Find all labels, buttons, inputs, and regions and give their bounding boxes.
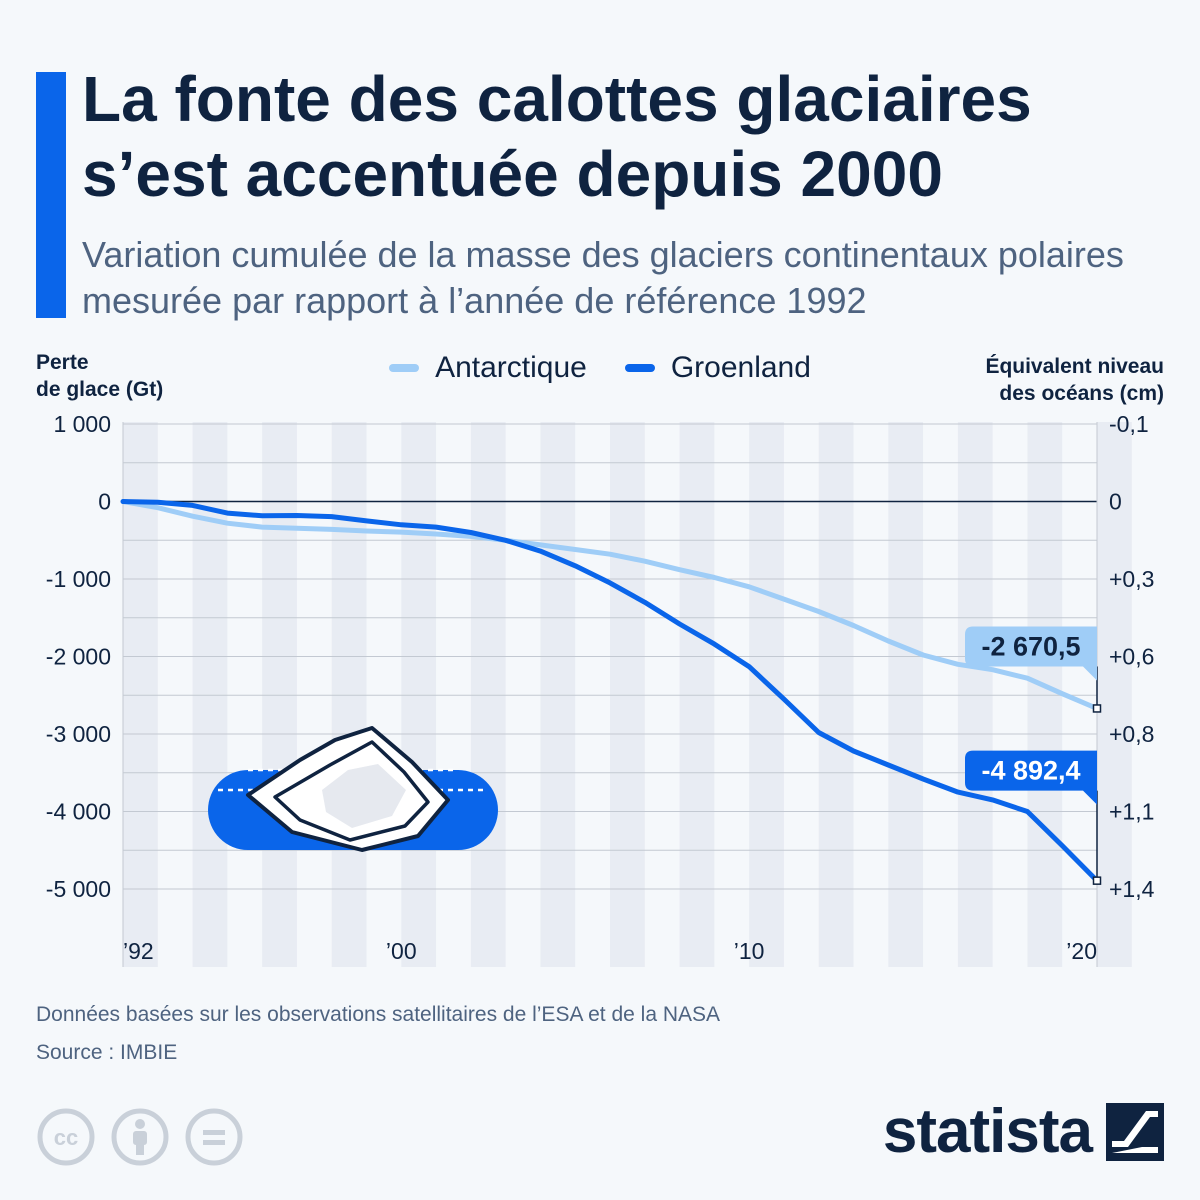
page-subtitle: Variation cumulée de la masse des glacie… bbox=[82, 234, 1124, 321]
license-icons: cc bbox=[36, 1107, 244, 1167]
right-axis-title: Équivalent niveau des océans (cm) bbox=[985, 353, 1164, 407]
y-tick-label-right: -0,1 bbox=[1109, 411, 1149, 437]
end-label-value-antarctique: -2 670,5 bbox=[981, 631, 1080, 661]
y-tick-label-left: 1 000 bbox=[53, 411, 111, 437]
left-axis-title-line-2: de glace (Gt) bbox=[36, 378, 164, 401]
data-note: Données basées sur les observations sate… bbox=[36, 1003, 721, 1026]
chart-legend: Antarctique Groenland bbox=[0, 351, 1200, 385]
y-tick-label-right: +0,8 bbox=[1109, 721, 1154, 747]
y-tick-label-right: 0 bbox=[1109, 489, 1122, 515]
statista-logo[interactable]: statista bbox=[883, 1096, 1164, 1167]
year-band bbox=[192, 422, 228, 967]
y-tick-label-right: +0,3 bbox=[1109, 566, 1154, 592]
brand-wordmark: statista bbox=[882, 1097, 1093, 1166]
year-band bbox=[401, 422, 437, 967]
creative-commons-icon[interactable]: cc bbox=[36, 1107, 96, 1167]
legend-label-groenland: Groenland bbox=[670, 351, 811, 384]
right-axis-title-line-1: Équivalent niveau bbox=[985, 355, 1164, 378]
y-tick-label-left: -1 000 bbox=[46, 566, 111, 592]
year-band bbox=[610, 422, 645, 967]
end-label-box-antarctique bbox=[965, 626, 1097, 681]
x-tick-label: ’20 bbox=[1066, 938, 1097, 964]
y-tick-label-left: -4 000 bbox=[46, 799, 111, 825]
year-band bbox=[331, 422, 367, 967]
year-band bbox=[818, 422, 854, 967]
series-line-antarctique bbox=[120, 499, 1100, 711]
y-tick-label-right: +1,4 bbox=[1109, 876, 1155, 902]
year-band bbox=[679, 422, 715, 967]
page-title: La fonte des calottes glaciaires s’est a… bbox=[82, 63, 1032, 210]
year-band bbox=[957, 422, 993, 967]
no-derivatives-icon[interactable] bbox=[184, 1107, 244, 1167]
legend-label-antarctique: Antarctique bbox=[435, 351, 587, 384]
x-tick-label: ’92 bbox=[123, 938, 154, 964]
title-accent-bar bbox=[36, 72, 66, 318]
y-tick-label-left: 0 bbox=[98, 489, 111, 515]
legend-item-antarctique: Antarctique bbox=[389, 351, 587, 385]
y-tick-label-left: -3 000 bbox=[46, 721, 111, 747]
year-band bbox=[1027, 422, 1063, 967]
y-tick-label-left: -2 000 bbox=[46, 644, 111, 670]
series-line-groenland bbox=[120, 499, 1100, 884]
end-point-marker bbox=[1092, 876, 1102, 885]
end-point-marker bbox=[1092, 704, 1102, 713]
year-band bbox=[123, 422, 158, 967]
attribution-icon[interactable] bbox=[110, 1107, 170, 1167]
legend-item-groenland: Groenland bbox=[624, 351, 811, 385]
y-tick-label-left: -5 000 bbox=[46, 876, 111, 902]
right-axis-title-line-2: des océans (cm) bbox=[999, 382, 1164, 405]
end-labels: -2 670,5 -4 892,4 bbox=[965, 626, 1102, 885]
year-bands bbox=[123, 422, 1132, 967]
left-axis-title-line-1: Perte bbox=[36, 351, 89, 374]
year-band bbox=[540, 422, 576, 967]
legend-swatch-groenland bbox=[624, 364, 655, 372]
x-tick-label: ’00 bbox=[386, 938, 417, 964]
year-band bbox=[1097, 422, 1132, 967]
iceberg-icon bbox=[208, 726, 498, 852]
y-tick-label-right: +1,1 bbox=[1109, 799, 1154, 825]
left-axis-title: Perte de glace (Gt) bbox=[36, 349, 163, 403]
legend-swatch-antarctique bbox=[389, 364, 420, 372]
axis-ticks: 1 000 -0,1 0 0 -1 000 +0,3 -2 000 +0,6 -3 000 +0,… bbox=[46, 411, 1155, 964]
year-band bbox=[262, 422, 297, 967]
end-label-value-groenland: -4 892,4 bbox=[981, 756, 1080, 786]
x-tick-label: ’10 bbox=[734, 938, 765, 964]
y-tick-label-right: +0,6 bbox=[1109, 644, 1154, 670]
year-band bbox=[470, 422, 506, 967]
end-label-box-groenland bbox=[965, 750, 1097, 805]
source-note: Source : IMBIE bbox=[36, 1041, 178, 1064]
year-band bbox=[888, 422, 924, 967]
statista-logo-icon bbox=[1106, 1102, 1164, 1161]
series-lines bbox=[120, 499, 1100, 884]
svg-text:cc: cc bbox=[54, 1125, 78, 1150]
